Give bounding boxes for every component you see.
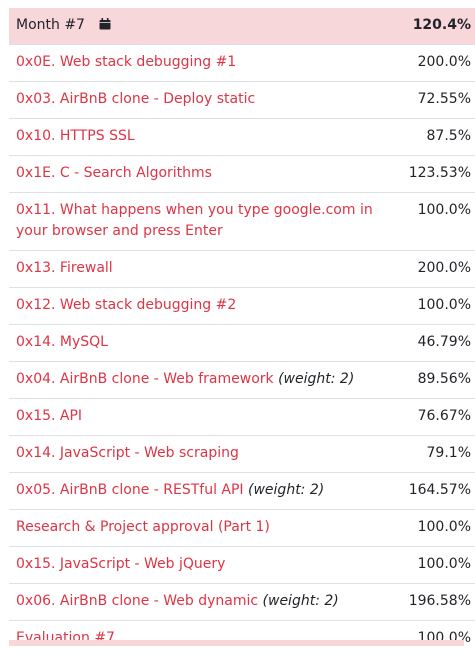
- project-link[interactable]: 0x06. AirBnB clone - Web dynamic: [16, 593, 258, 609]
- project-link[interactable]: 0x12. Web stack debugging #2: [16, 297, 236, 313]
- project-row: 0x15. API 76.67%: [9, 399, 475, 436]
- project-row: 0x14. JavaScript - Web scraping 79.1%: [9, 436, 475, 473]
- project-name-cell: 0x12. Web stack debugging #2: [9, 288, 398, 325]
- project-row: 0x14. MySQL 46.79%: [9, 325, 475, 362]
- project-name-cell: 0x0E. Web stack debugging #1: [9, 45, 398, 82]
- project-percent: 123.53%: [398, 156, 475, 193]
- project-row: 0x03. AirBnB clone - Deploy static 72.55%: [9, 82, 475, 119]
- project-row: 0x06. AirBnB clone - Web dynamic (weight…: [9, 584, 475, 621]
- project-percent: 87.5%: [398, 119, 475, 156]
- project-percent: 100.0%: [398, 288, 475, 325]
- project-row: 0x15. JavaScript - Web jQuery 100.0%: [9, 547, 475, 584]
- project-name-cell: 0x15. API: [9, 399, 398, 436]
- project-percent: 46.79%: [398, 325, 475, 362]
- project-weight: (weight: 2): [248, 482, 324, 498]
- project-name-cell: Research & Project approval (Part 1): [9, 510, 398, 547]
- project-name-cell: 0x11. What happens when you type google.…: [9, 193, 398, 251]
- project-row: 0x1E. C - Search Algorithms 123.53%: [9, 156, 475, 193]
- project-percent: 200.0%: [398, 45, 475, 82]
- project-percent: 100.0%: [398, 510, 475, 547]
- project-link[interactable]: 0x13. Firewall: [16, 260, 113, 276]
- project-row: 0x10. HTTPS SSL 87.5%: [9, 119, 475, 156]
- project-name-cell: 0x14. MySQL: [9, 325, 398, 362]
- project-percent: 89.56%: [398, 362, 475, 399]
- month-title: Month #7: [16, 17, 85, 33]
- calendar-icon[interactable]: [99, 16, 111, 28]
- next-month-header-band: [9, 640, 464, 646]
- project-link[interactable]: 0x0E. Web stack debugging #1: [16, 54, 236, 70]
- project-row: 0x04. AirBnB clone - Web framework (weig…: [9, 362, 475, 399]
- project-name-cell: Evaluation #7: [9, 621, 398, 657]
- month-scores-table-wrap: Month #7 120.4% 0x0E. Web stack debuggin…: [9, 8, 464, 657]
- project-name-cell: 0x15. JavaScript - Web jQuery: [9, 547, 398, 584]
- project-link[interactable]: 0x14. MySQL: [16, 334, 108, 350]
- project-row: Research & Project approval (Part 1) 100.…: [9, 510, 475, 547]
- project-link[interactable]: Research & Project approval (Part 1): [16, 519, 270, 535]
- project-percent: 164.57%: [398, 473, 475, 510]
- project-link[interactable]: 0x1E. C - Search Algorithms: [16, 165, 212, 181]
- project-link[interactable]: 0x05. AirBnB clone - RESTful API: [16, 482, 244, 498]
- month-percent: 120.4%: [398, 8, 475, 45]
- project-percent: 196.58%: [398, 584, 475, 621]
- project-percent: 100.0%: [398, 621, 475, 657]
- project-name-cell: 0x14. JavaScript - Web scraping: [9, 436, 398, 473]
- month-header-cell: Month #7: [9, 8, 398, 45]
- project-link[interactable]: 0x03. AirBnB clone - Deploy static: [16, 91, 255, 107]
- project-percent: 72.55%: [398, 82, 475, 119]
- project-name-cell: 0x06. AirBnB clone - Web dynamic (weight…: [9, 584, 398, 621]
- project-row: 0x05. AirBnB clone - RESTful API (weight…: [9, 473, 475, 510]
- project-link[interactable]: 0x15. JavaScript - Web jQuery: [16, 556, 225, 572]
- project-link[interactable]: 0x15. API: [16, 408, 82, 424]
- project-percent: 79.1%: [398, 436, 475, 473]
- project-percent: 200.0%: [398, 251, 475, 288]
- project-row: 0x0E. Web stack debugging #1 200.0%: [9, 45, 475, 82]
- project-row: 0x12. Web stack debugging #2 100.0%: [9, 288, 475, 325]
- project-name-cell: 0x03. AirBnB clone - Deploy static: [9, 82, 398, 119]
- project-link[interactable]: 0x14. JavaScript - Web scraping: [16, 445, 239, 461]
- project-percent: 100.0%: [398, 193, 475, 251]
- project-weight: (weight: 2): [263, 593, 339, 609]
- project-percent: 100.0%: [398, 547, 475, 584]
- project-name-cell: 0x13. Firewall: [9, 251, 398, 288]
- project-row: 0x13. Firewall 200.0%: [9, 251, 475, 288]
- project-name-cell: 0x10. HTTPS SSL: [9, 119, 398, 156]
- project-name-cell: 0x04. AirBnB clone - Web framework (weig…: [9, 362, 398, 399]
- project-row: 0x11. What happens when you type google.…: [9, 193, 475, 251]
- project-link[interactable]: 0x10. HTTPS SSL: [16, 128, 135, 144]
- month-scores-table: Month #7 120.4% 0x0E. Web stack debuggin…: [9, 8, 475, 657]
- month-header-row: Month #7 120.4%: [9, 8, 475, 45]
- project-percent: 76.67%: [398, 399, 475, 436]
- project-link[interactable]: 0x04. AirBnB clone - Web framework: [16, 371, 274, 387]
- project-weight: (weight: 2): [278, 371, 354, 387]
- project-name-cell: 0x1E. C - Search Algorithms: [9, 156, 398, 193]
- project-name-cell: 0x05. AirBnB clone - RESTful API (weight…: [9, 473, 398, 510]
- project-link[interactable]: 0x11. What happens when you type google.…: [16, 202, 373, 239]
